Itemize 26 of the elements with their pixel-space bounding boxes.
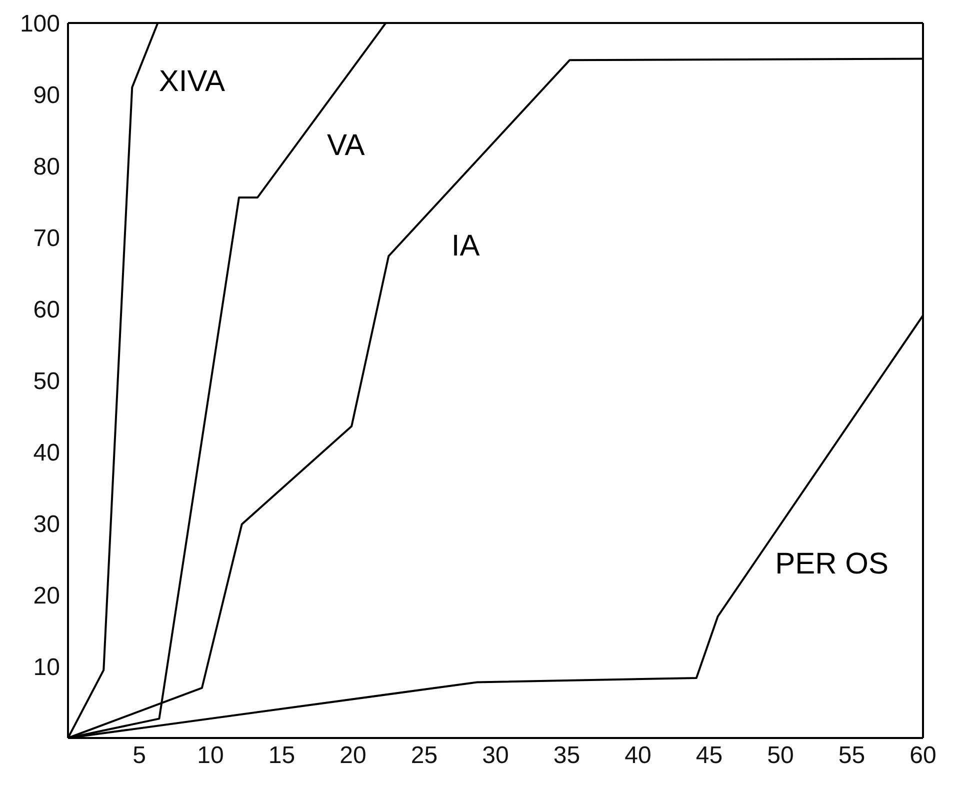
series-label: PER OS bbox=[775, 547, 888, 580]
x-tick-label: 35 bbox=[553, 742, 580, 770]
y-tick-label: 60 bbox=[33, 296, 60, 324]
y-tick-label: 90 bbox=[33, 82, 60, 110]
x-tick-label: 15 bbox=[268, 742, 296, 770]
y-tick-label: 30 bbox=[33, 511, 60, 538]
y-tick-label: 40 bbox=[33, 440, 60, 467]
series-label: IA bbox=[451, 229, 480, 262]
x-tick-label: 60 bbox=[910, 742, 936, 770]
y-tick-label: 10 bbox=[33, 654, 60, 682]
x-tick-label: 25 bbox=[410, 742, 438, 770]
y-tick-label: 20 bbox=[33, 582, 60, 610]
x-tick-label: 55 bbox=[838, 742, 866, 770]
x-tick-label: 45 bbox=[696, 742, 723, 770]
y-tick-label: 80 bbox=[33, 154, 60, 181]
x-tick-label: 30 bbox=[482, 742, 509, 770]
x-tick-label: 10 bbox=[197, 742, 224, 770]
y-tick-label: 100 bbox=[20, 10, 60, 38]
x-tick-label: 40 bbox=[624, 742, 652, 770]
series-label: VA bbox=[326, 129, 365, 162]
x-tick-label: 20 bbox=[340, 742, 366, 770]
x-tick-label: 5 bbox=[132, 742, 146, 770]
series-label: XIVA bbox=[158, 64, 226, 98]
y-tick-label: 70 bbox=[33, 225, 60, 252]
x-tick-label: 50 bbox=[767, 742, 794, 770]
y-tick-label: 50 bbox=[33, 368, 60, 396]
